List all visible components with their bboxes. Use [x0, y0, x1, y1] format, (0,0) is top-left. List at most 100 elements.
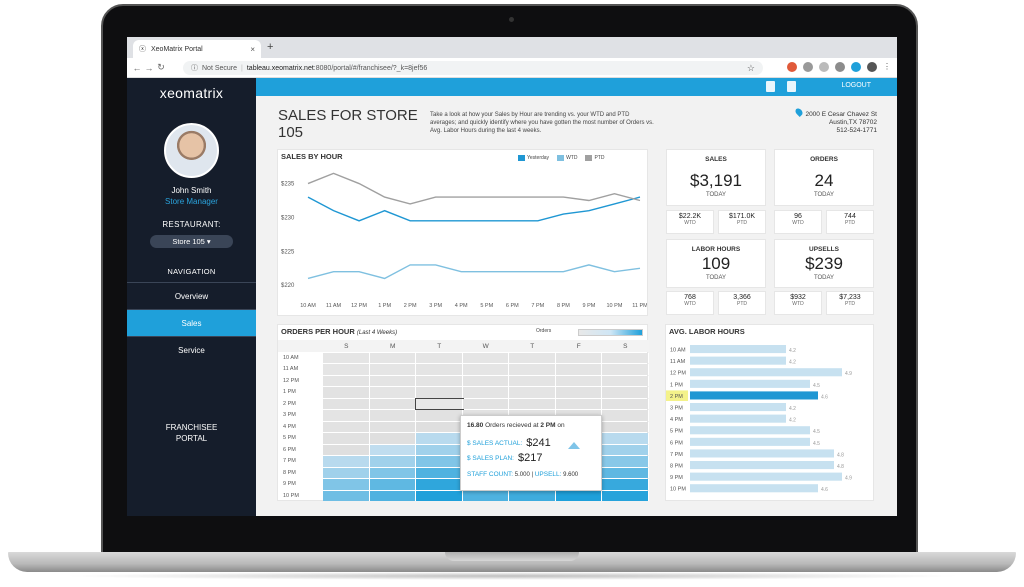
- bar[interactable]: [690, 461, 834, 470]
- heatmap-cell[interactable]: [323, 479, 370, 490]
- address-bar[interactable]: ⓘ Not Secure | tableau.xeomatrix.net:808…: [183, 61, 763, 75]
- heatmap-cell[interactable]: [416, 364, 463, 375]
- heatmap-cell[interactable]: [602, 456, 649, 467]
- heatmap-cell[interactable]: [509, 490, 556, 501]
- heatmap-cell[interactable]: [323, 364, 370, 375]
- heatmap-cell[interactable]: [323, 467, 370, 478]
- forward-icon[interactable]: →: [144, 62, 154, 73]
- heatmap-cell[interactable]: [462, 375, 509, 386]
- bar[interactable]: [690, 403, 786, 412]
- heatmap-cell[interactable]: [602, 467, 649, 478]
- heatmap-cell[interactable]: [602, 479, 649, 490]
- bar[interactable]: [690, 356, 786, 365]
- heatmap-cell[interactable]: [416, 490, 463, 501]
- heatmap-cell[interactable]: [462, 352, 509, 363]
- heatmap-cell[interactable]: [369, 421, 416, 432]
- extension-blue-icon[interactable]: [851, 62, 861, 72]
- heatmap-cell[interactable]: [323, 398, 370, 409]
- store-select[interactable]: Store 105 ▾: [150, 235, 233, 248]
- heatmap-cell[interactable]: [369, 352, 416, 363]
- heatmap-cell[interactable]: [602, 433, 649, 444]
- info-icon[interactable]: ⓘ: [191, 65, 198, 72]
- heatmap-cell[interactable]: [602, 387, 649, 398]
- extension-red-icon[interactable]: [787, 62, 797, 72]
- heatmap-cell[interactable]: [369, 444, 416, 455]
- export-pdf-icon[interactable]: [766, 81, 775, 92]
- heatmap-cell[interactable]: [555, 352, 602, 363]
- heatmap-cell[interactable]: [369, 479, 416, 490]
- bar[interactable]: [690, 345, 786, 354]
- heatmap-cell[interactable]: [509, 398, 556, 409]
- heatmap-cell[interactable]: [462, 398, 509, 409]
- heatmap-cell[interactable]: [555, 375, 602, 386]
- heatmap-cell[interactable]: [602, 375, 649, 386]
- back-icon[interactable]: ←: [132, 62, 142, 73]
- reload-icon[interactable]: ↻: [157, 62, 165, 72]
- heatmap-cell[interactable]: [416, 375, 463, 386]
- new-tab-button[interactable]: +: [267, 41, 274, 53]
- heatmap-cell[interactable]: [323, 444, 370, 455]
- heatmap-cell[interactable]: [509, 387, 556, 398]
- heatmap-cell[interactable]: [323, 490, 370, 501]
- heatmap-cell[interactable]: [602, 364, 649, 375]
- browser-tab[interactable]: ⓧ XeoMatrix Portal ×: [133, 40, 261, 58]
- heatmap-cell[interactable]: [416, 352, 463, 363]
- heatmap-cell[interactable]: [369, 375, 416, 386]
- extension-grey-icon[interactable]: [803, 62, 813, 72]
- heatmap-cell[interactable]: [462, 490, 509, 501]
- heatmap-cell[interactable]: [323, 410, 370, 421]
- heatmap-cell[interactable]: [416, 444, 463, 455]
- nav-item-service[interactable]: Service: [178, 346, 205, 355]
- bar[interactable]: [690, 368, 842, 377]
- extension-circle-icon[interactable]: [835, 62, 845, 72]
- heatmap-cell[interactable]: [416, 410, 463, 421]
- bookmark-star-icon[interactable]: ☆: [746, 62, 755, 73]
- heatmap-cell[interactable]: [369, 456, 416, 467]
- nav-item-overview[interactable]: Overview: [127, 283, 256, 310]
- series-line-ptd[interactable]: [307, 172, 641, 205]
- bar[interactable]: [690, 437, 810, 446]
- heatmap-cell[interactable]: [323, 352, 370, 363]
- heatmap-cell[interactable]: [369, 398, 416, 409]
- heatmap-cell[interactable]: [416, 387, 463, 398]
- bar[interactable]: [690, 379, 810, 388]
- heatmap-cell[interactable]: [416, 467, 463, 478]
- heatmap-cell[interactable]: [416, 479, 463, 490]
- heatmap-cell[interactable]: [602, 421, 649, 432]
- heatmap-cell[interactable]: [416, 421, 463, 432]
- bar[interactable]: [690, 484, 818, 493]
- heatmap-cell[interactable]: [462, 364, 509, 375]
- heatmap-cell[interactable]: [555, 398, 602, 409]
- heatmap-cell[interactable]: [462, 387, 509, 398]
- extension-light-icon[interactable]: [819, 62, 829, 72]
- bar[interactable]: [690, 472, 842, 481]
- series-line-wtd[interactable]: [307, 264, 641, 280]
- heatmap-cell[interactable]: [416, 456, 463, 467]
- heatmap-cell[interactable]: [323, 375, 370, 386]
- logout-button[interactable]: LOGOUT: [841, 82, 871, 89]
- bar[interactable]: [690, 449, 834, 458]
- bar[interactable]: [690, 426, 810, 435]
- heatmap-cell[interactable]: [323, 433, 370, 444]
- heatmap-cell[interactable]: [369, 467, 416, 478]
- export-csv-icon[interactable]: [787, 81, 796, 92]
- bar[interactable]: [690, 391, 818, 400]
- heatmap-cell[interactable]: [323, 456, 370, 467]
- heatmap-cell[interactable]: [323, 421, 370, 432]
- sales-by-hour-chart[interactable]: $220 $225 $230 $235 10 AM 11 AM 12 PM 1 PM 2 PM 3…: [278, 164, 647, 316]
- heatmap-cell[interactable]: [369, 490, 416, 501]
- series-line-yesterday[interactable]: [307, 196, 641, 222]
- heatmap-cell[interactable]: [415, 397, 464, 410]
- browser-menu-icon[interactable]: ⋮: [883, 62, 891, 71]
- heatmap-cell[interactable]: [602, 398, 649, 409]
- heatmap-cell[interactable]: [555, 364, 602, 375]
- heatmap-cell[interactable]: [602, 444, 649, 455]
- heatmap-cell[interactable]: [416, 433, 463, 444]
- heatmap-cell[interactable]: [509, 364, 556, 375]
- heatmap-cell[interactable]: [602, 410, 649, 421]
- heatmap-cell[interactable]: [555, 490, 602, 501]
- heatmap-cell[interactable]: [369, 387, 416, 398]
- avg-labor-hours-chart[interactable]: 10 AM 4.2 11 AM 4.2 12 PM 4.9 1 PM 4.5 2 PM 4.6 3 …: [666, 341, 873, 501]
- nav-item-sales[interactable]: Sales: [127, 310, 256, 337]
- heatmap-cell[interactable]: [509, 352, 556, 363]
